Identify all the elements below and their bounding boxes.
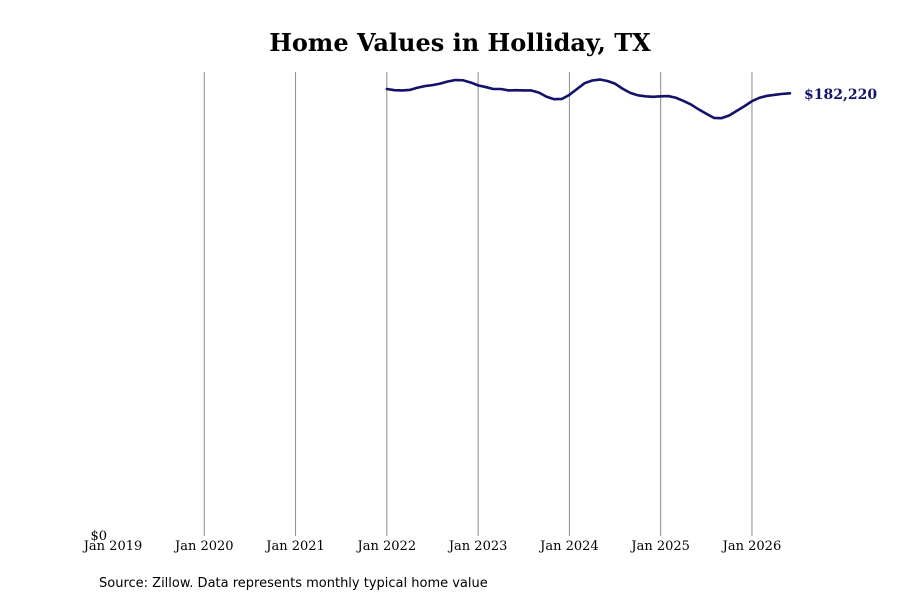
series-layer — [385, 78, 792, 120]
series-line-0 — [385, 78, 792, 120]
y-axis: $0 — [90, 529, 107, 544]
end-value-label: $182,220 — [804, 87, 877, 103]
grid-layer — [203, 72, 753, 536]
x-tick-label: Jan 2025 — [629, 539, 690, 554]
chart-title: Home Values in Holliday, TX — [269, 28, 651, 57]
x-tick-label: Jan 2026 — [721, 539, 782, 554]
source-note: Source: Zillow. Data represents monthly … — [99, 576, 488, 591]
x-tick-label: Jan 2024 — [538, 539, 599, 554]
x-tick-label: Jan 2019 — [82, 539, 143, 554]
y-tick-label: $0 — [90, 529, 107, 544]
x-tick-label: Jan 2021 — [264, 539, 325, 554]
x-tick-label: Jan 2020 — [173, 539, 234, 554]
x-tick-label: Jan 2023 — [447, 539, 508, 554]
x-axis: Jan 2019 Jan 2020 Jan 2021 Jan 2022 Jan 2023… — [82, 539, 782, 554]
x-tick-label: Jan 2022 — [356, 539, 417, 554]
